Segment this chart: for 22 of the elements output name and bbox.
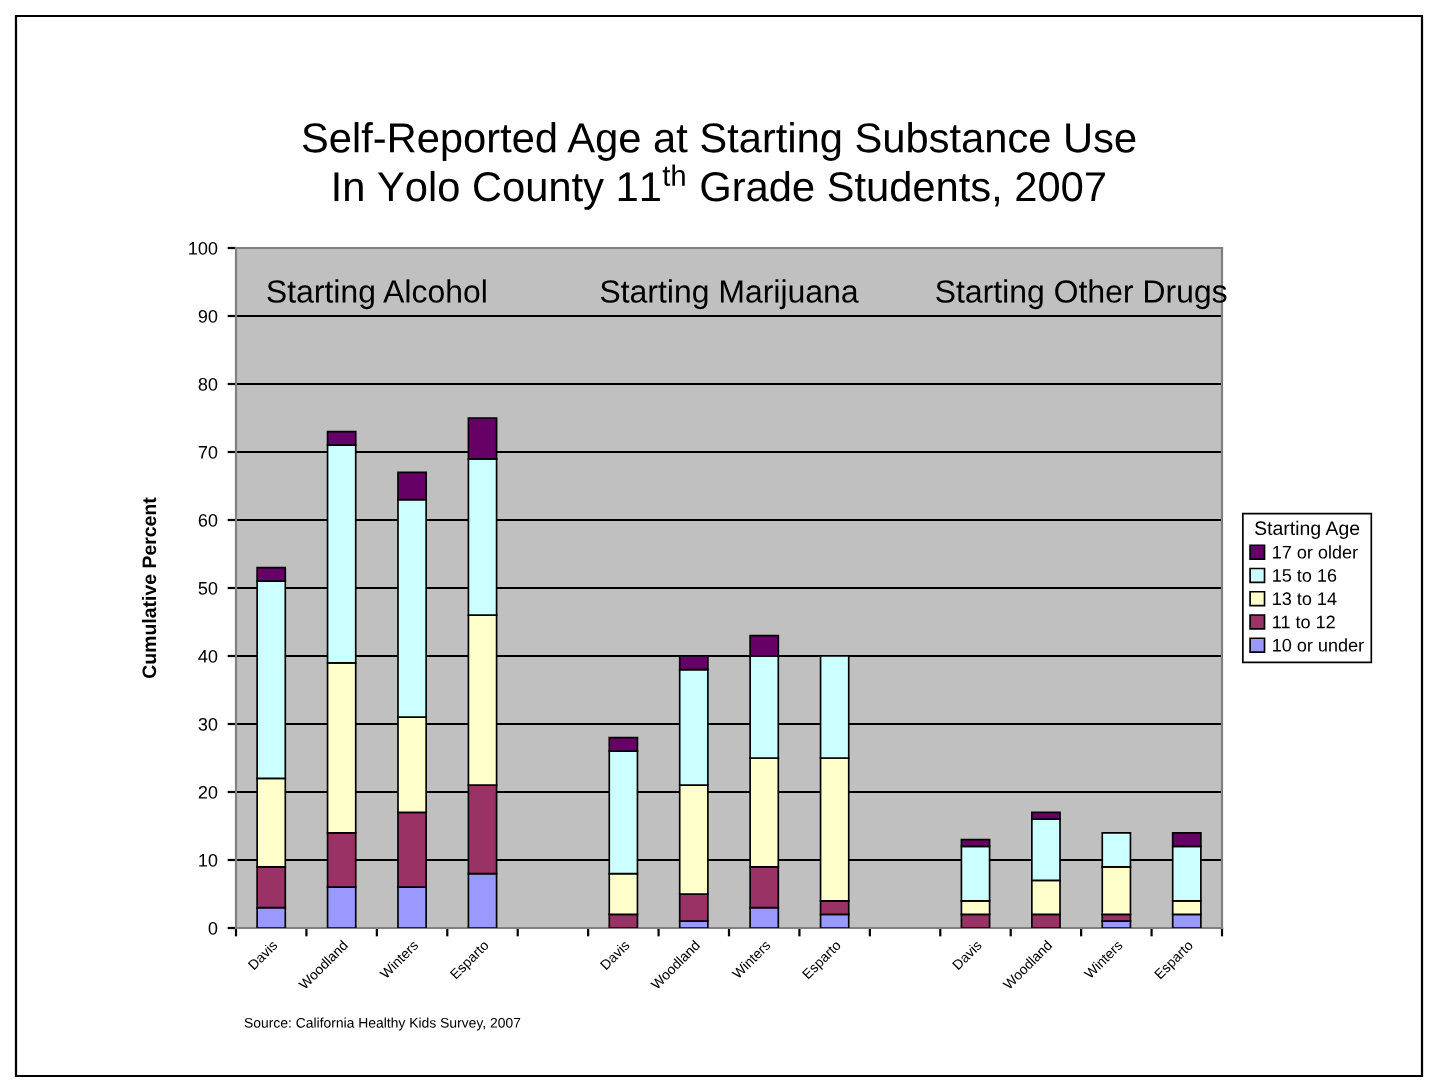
- y-tick-label: 20: [198, 785, 218, 799]
- y-axis-title: Cumulative Percent: [141, 497, 157, 678]
- annotation: Starting Alcohol: [267, 279, 486, 310]
- y-tick-label: 80: [198, 377, 218, 391]
- legend-label: 11 to 12: [1273, 615, 1335, 629]
- annotation: Starting Marijuana: [600, 279, 859, 310]
- y-tick-label: 10: [199, 853, 218, 867]
- chart-title: Self-Reported Age at Starting Substance Use In Yolo County 11$^{th}$ Grade Students, 2007: [302, 122, 1136, 210]
- y-tick-label: 50: [198, 581, 218, 595]
- y-tick-label: 90: [198, 309, 218, 323]
- legend-label: 10 or under: [1273, 638, 1364, 652]
- y-tick-label: 100: [189, 241, 218, 255]
- y-tick-label: 0: [208, 921, 218, 935]
- legend-label: 15 to 16: [1273, 569, 1337, 582]
- legend-label: 13 to 14: [1273, 592, 1337, 606]
- annotation: Starting Other Drugs: [936, 279, 1227, 310]
- y-tick-label: 70: [198, 445, 218, 459]
- y-tick-label: 60: [198, 513, 218, 527]
- y-tick-label: 40: [198, 649, 218, 663]
- legend-label: 17 or older: [1273, 545, 1358, 559]
- legend-title: Starting Age: [1255, 520, 1360, 539]
- y-tick-label: 30: [198, 717, 218, 731]
